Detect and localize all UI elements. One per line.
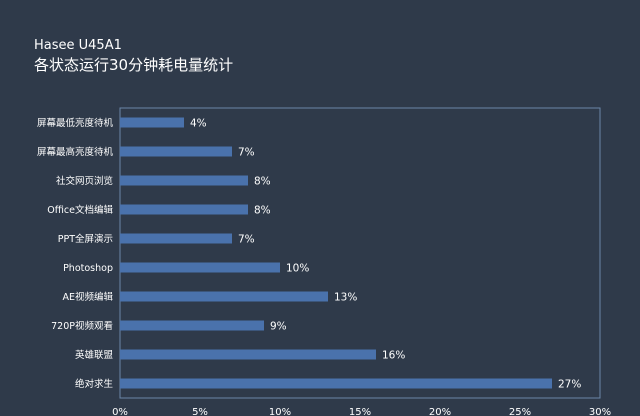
data-label: 9%	[270, 321, 287, 333]
plot-area-border	[119, 107, 601, 399]
x-tick-label: 0%	[112, 407, 128, 416]
data-label: 8%	[254, 205, 271, 217]
bar	[120, 291, 328, 302]
data-label: 4%	[190, 118, 207, 130]
x-tick-label: 25%	[509, 407, 531, 416]
category-label: 英雄联盟	[75, 349, 114, 361]
data-label: 13%	[334, 292, 357, 304]
data-label: 7%	[238, 147, 255, 159]
data-label: 27%	[558, 379, 581, 391]
bar	[120, 349, 376, 360]
category-label: 屏幕最低亮度待机	[37, 117, 114, 129]
category-label: AE视频编辑	[62, 291, 113, 303]
category-label: PPT全屏演示	[58, 233, 113, 245]
x-tick-label: 20%	[429, 407, 451, 416]
chart-subtitle: Hasee U45A1	[34, 38, 122, 53]
bar	[120, 233, 232, 244]
category-label: 社交网页浏览	[56, 175, 113, 187]
data-label: 10%	[286, 263, 309, 275]
category-label: 绝对求生	[75, 378, 114, 390]
bar	[120, 204, 248, 215]
category-label: 720P视频观看	[51, 320, 113, 332]
data-label: 8%	[254, 176, 271, 188]
bar	[120, 175, 248, 186]
x-tick-label: 15%	[349, 407, 371, 416]
chart-title: 各状态运行30分钟耗电量统计	[34, 56, 234, 74]
data-label: 7%	[238, 234, 255, 246]
chart-title-block: Hasee U45A1 各状态运行30分钟耗电量统计	[34, 38, 233, 75]
bar	[120, 378, 552, 389]
data-label: 16%	[382, 350, 405, 362]
x-tick-label: 10%	[269, 407, 291, 416]
category-label: Office文档编辑	[47, 204, 113, 216]
bar	[120, 146, 232, 157]
category-label: 屏幕最高亮度待机	[37, 146, 114, 158]
x-tick-label: 5%	[192, 407, 208, 416]
bar	[120, 320, 264, 331]
x-tick-label: 30%	[589, 407, 611, 416]
bar	[120, 117, 184, 128]
bar	[120, 262, 280, 273]
category-label: Photoshop	[63, 263, 113, 274]
